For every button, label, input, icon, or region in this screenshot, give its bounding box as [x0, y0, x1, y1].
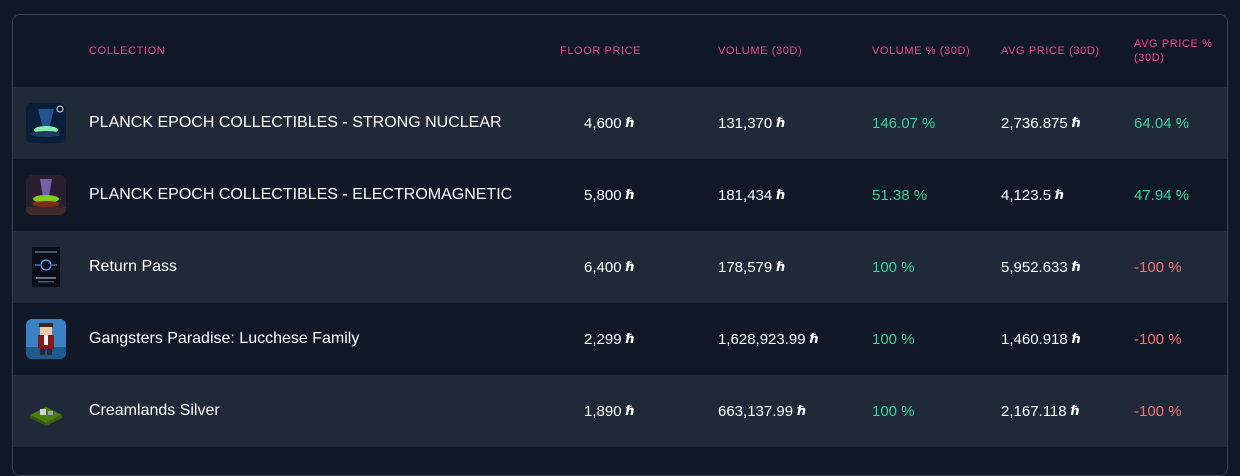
avg-price-pct-value: -100 %: [1134, 330, 1182, 348]
table-row[interactable]: Creamlands Silver 1,890 ℏ 663,137.99 ℏ 100…: [13, 375, 1227, 447]
hbar-icon: ℏ: [625, 259, 635, 274]
header-volume-30d[interactable]: VOLUME (30D): [718, 45, 803, 57]
hbar-icon: ℏ: [1055, 187, 1065, 202]
hbar-icon: ℏ: [1070, 403, 1080, 418]
creamlands-thumbnail: [26, 391, 66, 431]
avg-price-value: 2,736.875: [1001, 114, 1068, 132]
floor-price-value: 6,400: [584, 258, 622, 276]
floor-price-value: 5,800: [584, 186, 622, 204]
hbar-icon: ℏ: [625, 115, 635, 130]
avg-price-pct-value: 64.04 %: [1134, 114, 1190, 132]
volume-pct-value: 100 %: [872, 402, 915, 420]
table-row[interactable]: PLANCK EPOCH COLLECTIBLES - STRONG NUCLE…: [13, 87, 1227, 159]
collection-name[interactable]: Return Pass: [89, 258, 178, 275]
hbar-icon: ℏ: [1071, 259, 1081, 274]
header-volume-pct-30d[interactable]: VOLUME % (30D): [872, 45, 971, 57]
hbar-icon: ℏ: [625, 331, 635, 346]
table-row[interactable]: Return Pass 6,400 ℏ 178,579 ℏ 100 % 5,952.…: [13, 231, 1227, 303]
hbar-icon: ℏ: [776, 259, 786, 274]
volume-pct-value: 100 %: [872, 330, 915, 348]
volume-pct-value: 146.07 %: [872, 114, 936, 132]
avg-price-value: 4,123.5: [1001, 186, 1052, 204]
collection-name[interactable]: Gangsters Paradise: Lucchese Family: [89, 330, 360, 347]
collection-name[interactable]: PLANCK EPOCH COLLECTIBLES - STRONG NUCLE…: [89, 114, 502, 131]
hbar-icon: ℏ: [809, 331, 819, 346]
header-avg-price-30d[interactable]: AVG PRICE (30D): [1001, 45, 1100, 57]
avg-price-value: 2,167.118: [1001, 402, 1067, 420]
volume-pct-value: 51.38 %: [872, 186, 928, 204]
avg-price-value: 5,952.633: [1001, 258, 1068, 276]
hbar-icon: ℏ: [776, 115, 786, 130]
collections-table: COLLECTION FLOOR PRICE VOLUME (30D) VOLU…: [12, 14, 1228, 476]
hbar-icon: ℏ: [1071, 331, 1081, 346]
volume-value: 178,579: [718, 258, 773, 276]
electromagnetic-collectible-thumbnail: [26, 175, 66, 215]
header-floor-price[interactable]: FLOOR PRICE: [560, 45, 642, 57]
floor-price-value: 2,299: [584, 330, 622, 348]
floor-price-value: 4,600: [584, 114, 622, 132]
table-row[interactable]: PLANCK EPOCH COLLECTIBLES - ELECTROMAGNE…: [13, 159, 1227, 231]
floor-price-value: 1,890: [584, 402, 622, 420]
header-collection[interactable]: COLLECTION: [89, 45, 166, 57]
header-avg-price-pct-30d[interactable]: AVG PRICE % (30D): [1134, 38, 1213, 64]
volume-value: 663,137.99: [718, 402, 794, 420]
avg-price-pct-value: 47.94 %: [1134, 186, 1190, 204]
hbar-icon: ℏ: [797, 403, 807, 418]
hbar-icon: ℏ: [776, 187, 786, 202]
avg-price-pct-value: -100 %: [1134, 258, 1182, 276]
volume-value: 181,434: [718, 186, 773, 204]
avg-price-pct-value: -100 %: [1134, 402, 1182, 420]
hbar-icon: ℏ: [625, 403, 635, 418]
volume-value: 1,628,923.99: [718, 330, 806, 348]
nuclear-collectible-thumbnail: [26, 103, 66, 143]
hbar-icon: ℏ: [625, 187, 635, 202]
avg-price-value: 1,460.918: [1001, 330, 1068, 348]
hbar-icon: ℏ: [1071, 115, 1081, 130]
return-pass-thumbnail: [26, 247, 66, 287]
collection-name[interactable]: Creamlands Silver: [89, 402, 220, 419]
table-header: COLLECTION FLOOR PRICE VOLUME (30D) VOLU…: [13, 15, 1227, 87]
collection-name[interactable]: PLANCK EPOCH COLLECTIBLES - ELECTROMAGNE…: [89, 186, 513, 203]
volume-value: 131,370: [718, 114, 773, 132]
table-row[interactable]: Gangsters Paradise: Lucchese Family 2,29…: [13, 303, 1227, 375]
volume-pct-value: 100 %: [872, 258, 915, 276]
gangsters-paradise-thumbnail: [26, 319, 66, 359]
